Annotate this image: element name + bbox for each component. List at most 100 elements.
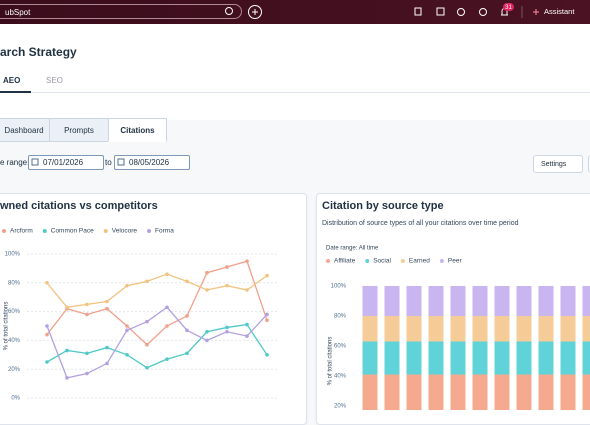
data-point — [65, 305, 69, 309]
tab-seo[interactable]: SEO — [46, 76, 63, 85]
bar-segment — [385, 375, 400, 411]
top-icons: 31 Assistant — [0, 0, 590, 24]
bar-segment — [473, 342, 488, 375]
bar-segment — [363, 316, 378, 342]
legend-label: Earned — [409, 258, 430, 265]
bar-segment — [429, 316, 444, 342]
data-point — [225, 326, 229, 330]
legend-swatch — [43, 229, 47, 233]
y-tick-label: 20% — [334, 404, 347, 410]
bar-segment — [561, 316, 576, 342]
legend-swatch — [401, 259, 405, 263]
data-point — [125, 324, 129, 328]
bar-segment — [517, 375, 532, 411]
bar-segment — [583, 342, 590, 375]
legend-label: Peer — [448, 258, 463, 265]
subtab-dashboard[interactable]: Dashboard — [0, 118, 50, 142]
y-tick-label: 60% — [334, 344, 347, 350]
data-point — [265, 318, 269, 322]
data-point — [145, 366, 149, 370]
data-point — [105, 362, 109, 366]
subtab-prompts[interactable]: Prompts — [49, 118, 109, 142]
bar-segment — [517, 286, 532, 316]
data-point — [165, 305, 169, 309]
bar-segment — [429, 375, 444, 411]
legend-label: Social — [373, 258, 391, 265]
bar-segment — [517, 316, 532, 342]
data-point — [105, 307, 109, 311]
settings-button[interactable]: Settings — [533, 155, 583, 173]
search-icon[interactable] — [226, 8, 233, 15]
legend-swatch — [147, 229, 151, 233]
data-point — [265, 274, 269, 278]
tab-aeo[interactable]: AEO — [3, 76, 20, 85]
data-point — [145, 280, 149, 284]
data-point — [125, 353, 129, 357]
data-point — [85, 372, 89, 376]
bar-segment — [583, 286, 590, 316]
bar-segment — [385, 316, 400, 342]
calendar-icons — [0, 155, 200, 170]
data-point — [265, 353, 269, 357]
series-line — [47, 274, 267, 307]
calendar-icon — [118, 159, 124, 165]
data-point — [65, 349, 69, 353]
assistant-button[interactable]: Assistant — [544, 7, 575, 16]
legend-swatch — [326, 259, 330, 263]
data-point — [105, 346, 109, 350]
bar-segment — [495, 286, 510, 316]
legend-label: Forma — [155, 228, 174, 235]
data-point — [225, 330, 229, 334]
bar-segment — [385, 286, 400, 316]
bar-segment — [561, 375, 576, 411]
bar-segment — [539, 375, 554, 411]
data-point — [185, 329, 189, 333]
bar-segment — [539, 316, 554, 342]
marketplace-icon[interactable] — [437, 8, 444, 15]
add-icon — [252, 9, 258, 15]
bar-segment — [451, 316, 466, 342]
data-point — [245, 334, 249, 338]
y-axis-label: % of total citations — [328, 337, 334, 386]
bar-segment — [561, 286, 576, 316]
legend-label: Arcform — [10, 228, 33, 235]
data-point — [245, 323, 249, 327]
data-point — [205, 339, 209, 343]
data-point — [225, 265, 229, 269]
bar-segment — [451, 286, 466, 316]
y-tick-label: 100% — [331, 284, 347, 290]
help-icon[interactable] — [458, 9, 465, 16]
subtab-citations[interactable]: Citations — [108, 118, 167, 142]
data-point — [45, 360, 49, 364]
chart-title: Citation by source type — [322, 200, 444, 212]
tab-underline — [0, 91, 31, 93]
badge-count: 31 — [505, 5, 512, 11]
bar-segment — [539, 342, 554, 375]
bar-segment — [561, 342, 576, 375]
bar-segment — [539, 286, 554, 316]
bar-segment — [473, 286, 488, 316]
settings-icon[interactable] — [480, 9, 487, 16]
data-point — [125, 284, 129, 288]
data-point — [45, 281, 49, 285]
phone-icon[interactable] — [415, 8, 421, 15]
series-line — [47, 307, 267, 378]
bar-segment — [363, 342, 378, 375]
legend-swatch — [104, 229, 108, 233]
data-point — [105, 300, 109, 304]
page-title: arch Strategy — [0, 45, 77, 59]
legend-swatch — [365, 259, 369, 263]
bar-segment — [429, 286, 444, 316]
page: ubSpot 31 Assistant arch Strategy AEO SE… — [0, 0, 590, 410]
legend-label: Velocore — [112, 228, 138, 235]
bar-segment — [495, 342, 510, 375]
legend-swatch — [2, 229, 6, 233]
data-point — [45, 333, 49, 337]
data-point — [185, 280, 189, 284]
series-line — [47, 261, 267, 345]
data-point — [85, 303, 89, 307]
data-point — [205, 288, 209, 292]
bar-segment — [407, 342, 422, 375]
